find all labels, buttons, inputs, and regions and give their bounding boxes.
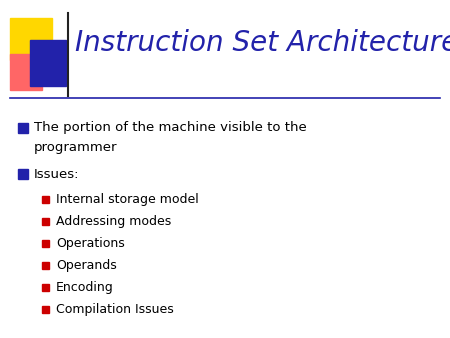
Text: Internal storage model: Internal storage model <box>56 193 199 207</box>
Bar <box>10 54 42 90</box>
Text: Compilation Issues: Compilation Issues <box>56 304 174 316</box>
Text: Encoding: Encoding <box>56 282 114 294</box>
Bar <box>18 169 28 179</box>
Text: The portion of the machine visible to the: The portion of the machine visible to th… <box>34 121 307 135</box>
Text: Operations: Operations <box>56 238 125 250</box>
Text: Issues:: Issues: <box>34 168 80 180</box>
Bar <box>42 240 49 247</box>
Text: programmer: programmer <box>34 142 117 154</box>
Bar <box>18 123 28 133</box>
Bar <box>42 262 49 269</box>
Bar <box>42 284 49 291</box>
Text: Instruction Set Architecture: Instruction Set Architecture <box>75 29 450 57</box>
Bar <box>42 306 49 313</box>
Bar <box>10 18 52 60</box>
Text: Addressing modes: Addressing modes <box>56 216 171 228</box>
Text: Operands: Operands <box>56 260 117 272</box>
Bar <box>30 40 66 86</box>
Bar <box>42 196 49 203</box>
Bar <box>42 218 49 225</box>
